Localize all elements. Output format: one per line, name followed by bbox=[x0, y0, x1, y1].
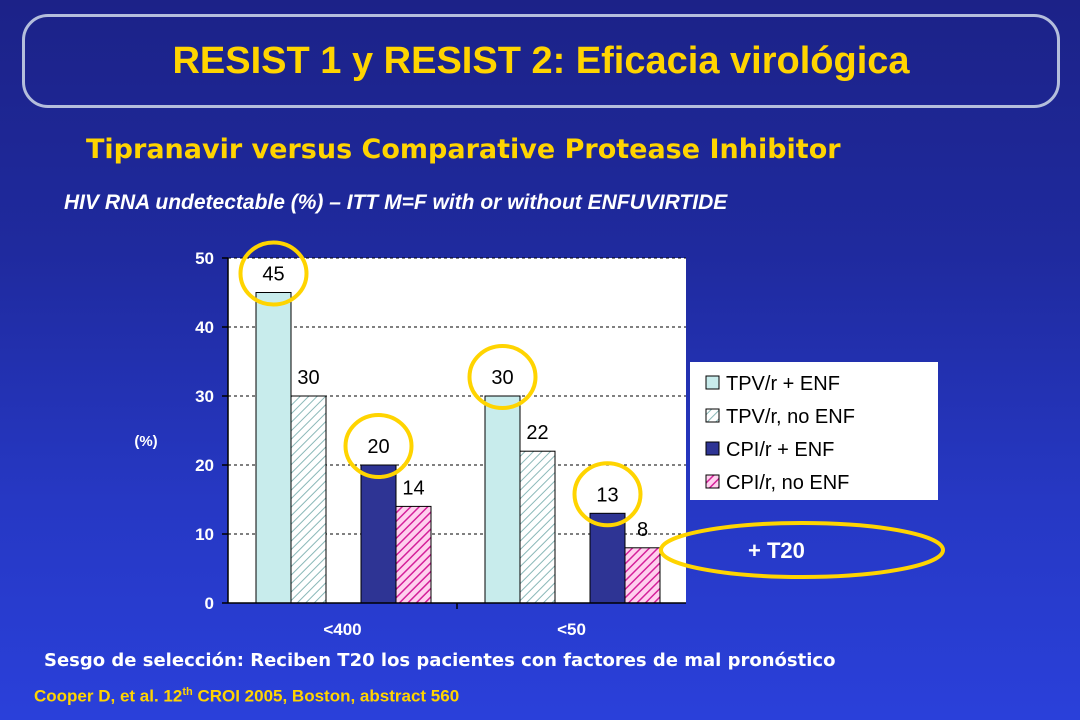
legend-swatch bbox=[705, 375, 720, 390]
data-label: 14 bbox=[402, 477, 424, 499]
page-title: RESIST 1 y RESIST 2: Eficacia virológica bbox=[172, 39, 910, 82]
x-tick-label: <400 bbox=[323, 620, 361, 639]
bar bbox=[519, 450, 556, 604]
y-axis-label: (%) bbox=[134, 433, 157, 450]
title-box: RESIST 1 y RESIST 2: Eficacia virológica bbox=[22, 14, 1060, 108]
data-label: 30 bbox=[297, 367, 319, 389]
data-label: 20 bbox=[367, 436, 389, 458]
chart-subtitle: HIV RNA undetectable (%) – ITT M=F with … bbox=[64, 191, 728, 214]
highlight-circle bbox=[572, 461, 643, 528]
bar bbox=[484, 395, 521, 604]
data-label: 13 bbox=[596, 484, 618, 506]
citation-sup: th bbox=[182, 686, 193, 698]
bar bbox=[290, 395, 327, 604]
data-label: 30 bbox=[491, 367, 513, 389]
citation-text: Cooper D, et al. 12 bbox=[34, 686, 183, 706]
legend-swatch bbox=[705, 408, 720, 423]
legend-swatch bbox=[705, 441, 720, 456]
footnote: Sesgo de selección: Reciben T20 los paci… bbox=[44, 650, 836, 671]
citation: Cooper D, et al. 12th CROI 2005, Boston,… bbox=[34, 686, 459, 707]
bar bbox=[360, 464, 397, 604]
data-label: 8 bbox=[637, 519, 648, 541]
legend-box bbox=[690, 362, 938, 500]
legend-swatch bbox=[705, 474, 720, 489]
data-label: 45 bbox=[262, 264, 284, 286]
y-tick-label: 50 bbox=[195, 249, 214, 268]
t20-annotation: + T20 bbox=[748, 538, 805, 563]
y-tick-label: 10 bbox=[195, 525, 214, 544]
y-tick-label: 40 bbox=[195, 318, 214, 337]
y-tick-label: 20 bbox=[195, 456, 214, 475]
y-tick-label: 30 bbox=[195, 387, 214, 406]
legend-label: TPV/r + ENF bbox=[726, 373, 840, 395]
highlight-circle bbox=[343, 413, 414, 479]
highlight-circle bbox=[467, 344, 538, 410]
bar bbox=[395, 505, 432, 604]
x-tick-label: <50 bbox=[557, 620, 586, 639]
bar bbox=[255, 292, 292, 604]
t20-highlight-ellipse bbox=[659, 521, 945, 579]
subtitle: Tipranavir versus Comparative Protease I… bbox=[86, 134, 841, 165]
y-tick-label: 0 bbox=[205, 594, 214, 613]
legend-label: CPI/r, no ENF bbox=[726, 472, 849, 494]
bar bbox=[624, 547, 661, 604]
data-label: 22 bbox=[526, 422, 548, 444]
highlight-circle bbox=[238, 240, 309, 307]
legend-label: TPV/r, no ENF bbox=[726, 406, 855, 428]
legend-label: CPI/r + ENF bbox=[726, 439, 834, 461]
citation-text-rest: CROI 2005, Boston, abstract 560 bbox=[192, 686, 460, 706]
